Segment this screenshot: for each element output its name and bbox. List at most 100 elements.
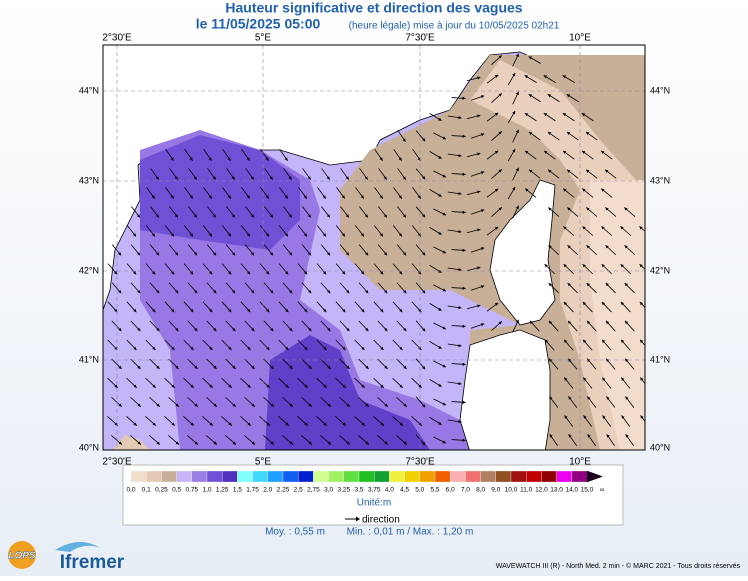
wave-arrowhead: [417, 195, 421, 199]
wave-arrowhead: [399, 422, 403, 426]
credits: WAVEWATCH III (R) - North Med. 2 min - ©…: [496, 562, 741, 570]
wave-arrowhead: [361, 308, 365, 313]
wave-arrowhead: [189, 157, 193, 161]
wave-arrowhead: [189, 195, 193, 199]
colorbar-label: 4,0: [385, 487, 394, 494]
wave-arrowhead: [582, 188, 586, 192]
wave-arrowhead: [289, 365, 293, 369]
colorbar-segment: [313, 470, 329, 483]
wave-arrowhead: [529, 320, 534, 325]
mean: Moy. : 0,55 m: [265, 527, 325, 538]
wave-arrowhead: [303, 195, 307, 199]
wave-arrowhead: [639, 301, 644, 306]
direction-arrowhead: [356, 516, 360, 522]
wave-arrowhead: [228, 308, 232, 313]
wave-arrowhead: [477, 114, 481, 118]
colorbar-segment: [541, 470, 557, 483]
lon-label: 2°30'E: [102, 33, 132, 44]
colorbar-end: [586, 470, 603, 483]
colorbar-label: 3,0: [324, 487, 333, 494]
wave-arrowhead: [265, 233, 269, 237]
wave-arrowhead: [498, 321, 502, 325]
wave-arrowhead: [266, 271, 270, 275]
wave-arrowhead: [174, 214, 178, 218]
colorbar-label: 5,0: [415, 487, 424, 494]
wave-arrowhead: [251, 365, 255, 369]
colorbar-label: 11,0: [520, 487, 533, 494]
wave-arrowhead: [209, 422, 213, 426]
wave-arrowhead: [250, 214, 254, 218]
wave-arrowhead: [266, 346, 270, 351]
wave-arrowhead: [212, 252, 217, 256]
wave-arrowhead: [380, 384, 384, 388]
wave-arrowhead: [564, 415, 568, 419]
wave-arrowhead: [480, 209, 485, 213]
wave-arrowhead: [345, 176, 349, 180]
wave-arrowhead: [583, 415, 587, 419]
wave-arrowhead: [438, 345, 442, 349]
wave-arrowhead: [621, 377, 625, 381]
wave-arrowhead: [562, 113, 567, 117]
wave-arrowhead: [621, 339, 625, 344]
wave-arrowhead: [602, 415, 606, 419]
wave-arrowhead: [246, 195, 250, 199]
wave-arrowhead: [563, 264, 567, 268]
wave-arrowhead: [601, 188, 605, 192]
wave-arrowhead: [438, 193, 442, 197]
colorbar-label: 0,0: [126, 487, 135, 494]
wave-arrowhead: [515, 53, 519, 58]
wave-arrowhead: [399, 271, 403, 275]
wave-arrowhead: [194, 441, 198, 445]
wave-arrowhead: [136, 252, 141, 256]
wave-arrowhead: [602, 377, 606, 381]
colorbar-segment: [404, 470, 420, 483]
wave-arrowhead: [327, 365, 331, 369]
wave-arrowhead: [342, 308, 346, 313]
wave-arrowhead: [480, 95, 485, 99]
colorbar-label: 5,5: [430, 487, 439, 494]
wave-arrowhead: [462, 286, 466, 290]
wave-arrowhead: [442, 250, 446, 254]
wave-arrowhead: [524, 75, 529, 79]
lat-label: 40°N: [79, 442, 99, 452]
wave-arrowhead: [289, 403, 293, 407]
wave-arrowhead: [442, 136, 446, 140]
wave-arrowhead: [477, 190, 481, 194]
wave-arrowhead: [323, 346, 327, 351]
lon-label: 10°E: [569, 457, 591, 468]
wave-arrowhead: [605, 320, 610, 325]
wave-arrowhead: [581, 113, 586, 117]
wave-arrowhead: [152, 271, 156, 275]
wave-arrowhead: [477, 228, 481, 232]
wave-arrowhead: [480, 133, 485, 137]
wave-arrowhead: [307, 214, 311, 218]
lat-label: 44°N: [79, 85, 99, 95]
wave-arrowhead: [212, 176, 216, 180]
wave-zone: [140, 135, 300, 250]
wave-arrowhead: [422, 213, 426, 218]
wave-zone: [112, 435, 150, 450]
colorbar-label: 3,5: [354, 487, 363, 494]
wave-arrowhead: [231, 214, 235, 218]
wave-arrowhead: [251, 327, 255, 332]
wave-arrowhead: [342, 271, 346, 275]
colorbar-segment: [328, 470, 344, 483]
wave-arrowhead: [360, 195, 364, 199]
wave-arrowhead: [270, 403, 274, 407]
wave-arrowhead: [327, 327, 331, 332]
wave-arrowhead: [156, 403, 160, 407]
wave-arrowhead: [232, 365, 236, 369]
wave-arrowhead: [227, 157, 231, 161]
wave-arrowhead: [118, 403, 122, 407]
wave-arrowhead: [265, 195, 269, 199]
wave-arrowhead: [640, 377, 644, 381]
wave-arrowhead: [194, 403, 198, 407]
wave-arrowhead: [477, 76, 481, 80]
wave-arrowhead: [213, 327, 217, 332]
wave-arrowhead: [266, 422, 270, 426]
wave-arrowhead: [155, 252, 160, 256]
wave-arrowhead: [232, 441, 236, 445]
lops-text: LOPS: [8, 551, 36, 562]
wave-arrowhead: [512, 110, 516, 115]
wave-arrowhead: [137, 365, 141, 369]
